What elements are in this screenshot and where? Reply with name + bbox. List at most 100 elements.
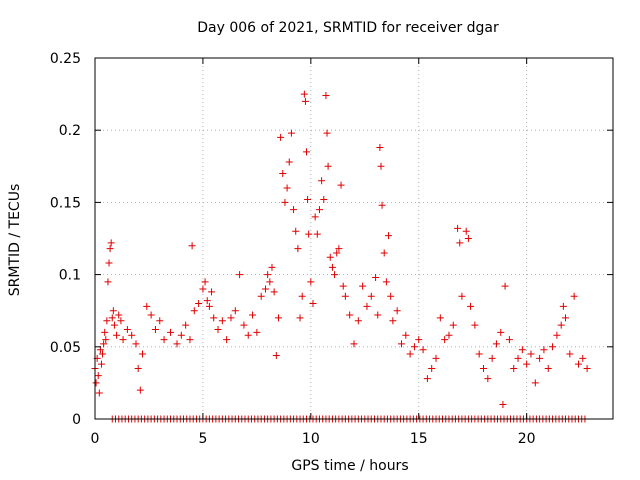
x-tick-label: 10 (302, 431, 320, 447)
data-point (505, 336, 513, 344)
data-point (110, 321, 118, 329)
data-point (445, 331, 453, 339)
data-point (227, 314, 235, 322)
data-point (292, 227, 300, 235)
data-point (367, 292, 375, 300)
data-point (458, 292, 466, 300)
data-point (462, 227, 470, 235)
data-point (190, 307, 198, 315)
data-point (101, 328, 109, 336)
data-point (544, 364, 552, 372)
y-tick-label: 0.05 (50, 340, 81, 356)
grid-lines (95, 58, 613, 419)
data-point (147, 311, 155, 319)
data-point (272, 351, 280, 359)
data-point (156, 317, 164, 325)
data-point (323, 129, 331, 137)
data-point (454, 224, 462, 232)
data-point (475, 350, 483, 358)
data-point (287, 129, 295, 137)
data-point (277, 133, 285, 141)
data-point (309, 299, 317, 307)
x-tick-label: 0 (91, 431, 100, 447)
data-point (339, 282, 347, 290)
data-point (208, 288, 216, 296)
y-tick-label: 0.2 (59, 123, 81, 139)
data-point (253, 328, 261, 336)
data-point (376, 144, 384, 152)
data-point (527, 350, 535, 358)
data-point (173, 340, 181, 348)
data-point (311, 213, 319, 221)
data-point (195, 299, 203, 307)
data-point (132, 340, 140, 348)
data-point (559, 302, 567, 310)
data-point (205, 302, 213, 310)
data-point (432, 354, 440, 362)
data-point (570, 292, 578, 300)
data-point (182, 321, 190, 329)
data-point (557, 321, 565, 329)
data-point (283, 184, 291, 192)
x-tick-label: 5 (198, 431, 207, 447)
data-point (382, 278, 390, 286)
data-point (583, 364, 591, 372)
data-point (151, 325, 159, 333)
data-point (236, 271, 244, 279)
data-point (218, 317, 226, 325)
data-point (203, 297, 211, 305)
data-point (223, 336, 231, 344)
y-tick-label: 0 (72, 412, 81, 428)
data-point (341, 292, 349, 300)
data-point (115, 311, 123, 319)
data-point (99, 350, 107, 358)
data-point (201, 278, 209, 286)
data-point (303, 148, 311, 156)
data-point (350, 340, 358, 348)
data-point (270, 288, 278, 296)
data-point (262, 285, 270, 293)
data-point (240, 321, 248, 329)
data-point (138, 350, 146, 358)
data-point (354, 317, 362, 325)
data-point (264, 271, 272, 279)
data-point (549, 343, 557, 351)
data-point (107, 239, 115, 247)
data-point (94, 372, 102, 380)
data-point (123, 325, 131, 333)
data-point (274, 314, 282, 322)
x-axis-label: GPS time / hours (291, 458, 408, 474)
data-point (300, 90, 308, 98)
data-point (102, 336, 110, 344)
data-point (186, 336, 194, 344)
data-point (380, 249, 388, 257)
data-point (562, 314, 570, 322)
data-point (397, 340, 405, 348)
data-point (188, 242, 196, 250)
data-point (531, 379, 539, 387)
data-point (294, 245, 302, 253)
data-point (523, 360, 531, 368)
data-point (298, 292, 306, 300)
data-point (214, 325, 222, 333)
data-point (285, 158, 293, 166)
data-point (553, 331, 561, 339)
data-point (374, 311, 382, 319)
data-point (96, 346, 104, 354)
data-point (103, 317, 111, 325)
data-point (109, 307, 117, 315)
data-point (488, 354, 496, 362)
data-point (378, 201, 386, 209)
data-point (510, 364, 518, 372)
data-point (108, 314, 116, 322)
data-point (136, 386, 144, 394)
data-point (92, 379, 100, 387)
data-point (337, 181, 345, 189)
data-point (290, 206, 298, 214)
data-point (266, 278, 274, 286)
data-point (117, 317, 125, 325)
data-point (177, 331, 185, 339)
data-point (410, 343, 418, 351)
data-points (91, 90, 591, 423)
data-point (326, 253, 334, 261)
